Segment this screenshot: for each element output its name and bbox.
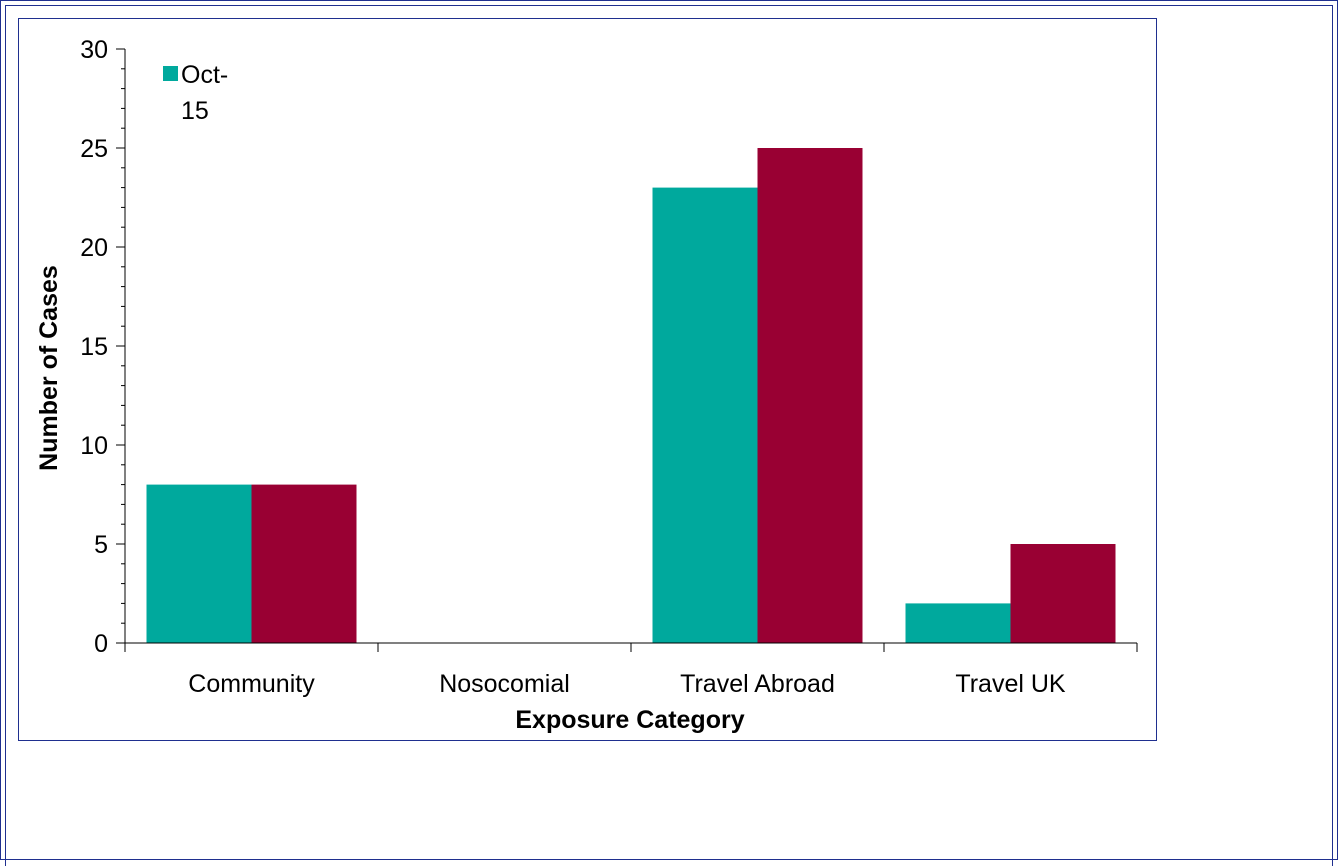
- y-tick-label: 0: [94, 630, 108, 658]
- y-tick-label: 10: [80, 432, 108, 460]
- x-axis-ticks: Community Nosocomial Travel Abroad Travel U…: [124, 643, 1138, 698]
- bar-1-travel-abroad: [652, 187, 758, 643]
- inner-frame: [5, 5, 1333, 866]
- y-tick-label: 5: [94, 531, 108, 559]
- x-axis-title: Exposure Category: [515, 706, 744, 734]
- legend-swatch-series-1: [163, 66, 178, 81]
- bar-2-travel-uk: [1010, 544, 1116, 643]
- x-tick-label: Nosocomial: [439, 670, 570, 698]
- y-tick-label: 15: [80, 333, 108, 361]
- y-axis-title: Number of Cases: [35, 265, 63, 471]
- bar-1-community: [146, 484, 252, 643]
- x-tick-label: Travel UK: [955, 670, 1066, 698]
- bar-2-travel-abroad: [757, 148, 863, 643]
- legend-label-line-1: Oct-: [181, 61, 228, 89]
- x-tick-label: Travel Abroad: [680, 670, 835, 698]
- x-tick-label: Community: [188, 670, 315, 698]
- bars: [146, 148, 1116, 643]
- y-tick-label: 20: [80, 234, 108, 262]
- legend: Oct- 15: [163, 61, 228, 125]
- y-tick-label: 25: [80, 135, 108, 163]
- legend-label-line-2: 15: [181, 97, 209, 125]
- y-axis-ticks: 0 5 10 15 20 25 30: [80, 36, 125, 658]
- bar-1-travel-uk: [905, 603, 1011, 643]
- bar-2-community: [251, 484, 357, 643]
- y-tick-label: 30: [80, 36, 108, 64]
